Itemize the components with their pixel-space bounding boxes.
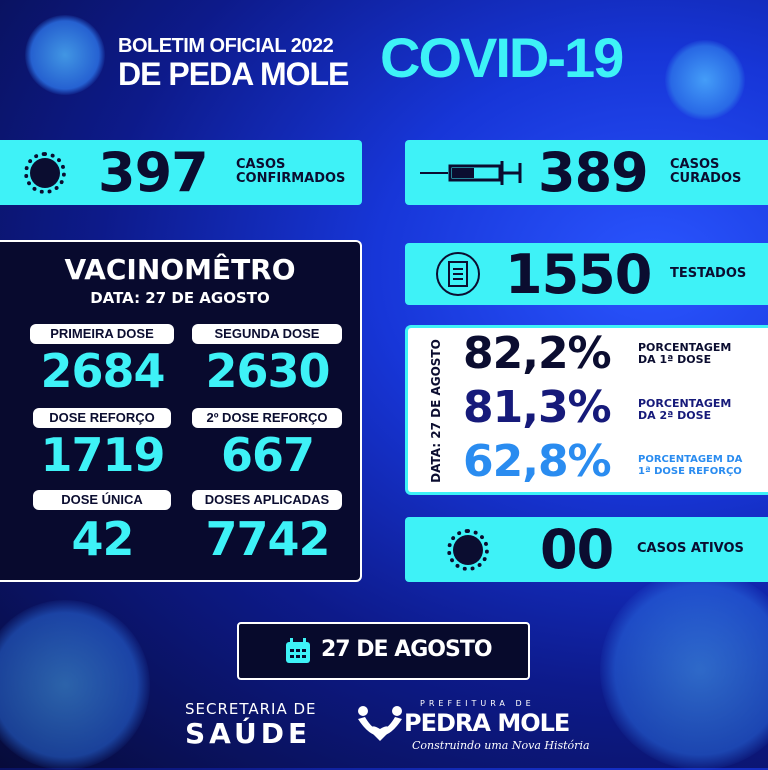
label-line: DA 1ª DOSE xyxy=(638,353,712,366)
date-badge: 27 DE AGOSTO xyxy=(237,622,530,680)
header-line1: BOLETIM OFICIAL 2022 xyxy=(118,35,334,57)
first-dose-percentage: 82,2% xyxy=(463,328,612,379)
page-title: COVID-19 xyxy=(380,26,624,89)
syringe-icon xyxy=(420,161,522,185)
label-line: 1ª DOSE REFORÇO xyxy=(638,466,742,477)
vaccinometer-panel: VACINOMÊTRO DATA: 27 DE AGOSTO PRIMEIRA … xyxy=(0,240,362,582)
prefeitura-label: PREFEITURA DE xyxy=(420,699,535,708)
clipboard-icon xyxy=(436,252,480,296)
booster-percentage-label: PORCENTAGEM DA 1ª DOSE REFORÇO xyxy=(638,454,742,478)
city-name: PEDRA MOLE xyxy=(404,709,570,737)
confirmed-label2: CONFIRMADOS xyxy=(236,171,346,186)
secretaria-line2: SAÚDE xyxy=(185,717,312,750)
tested-label: TESTADOS xyxy=(670,266,747,281)
virus-icon xyxy=(24,152,66,194)
label-line: PORCENTAGEM xyxy=(638,341,732,354)
label-line: DA 2ª DOSE xyxy=(638,409,712,422)
booster-dose-label: DOSE REFORÇO xyxy=(33,408,171,428)
slogan: Construindo uma Nova História xyxy=(412,739,590,752)
booster-percentage: 62,8% xyxy=(463,436,612,487)
first-dose-value: 2684 xyxy=(40,344,165,398)
cured-label2: CURADOS xyxy=(670,171,742,186)
header-line2: DE PEDA MOLE xyxy=(118,56,349,92)
label-line: PORCENTAGEM xyxy=(638,397,732,410)
single-dose-label: DOSE ÚNICA xyxy=(33,490,171,510)
second-booster-value: 667 xyxy=(220,428,315,482)
active-cases-card: 00 CASOS ATIVOS xyxy=(405,517,768,582)
date-badge-text: 27 DE AGOSTO xyxy=(321,637,493,662)
second-dose-label: SEGUNDA DOSE xyxy=(192,324,342,344)
tested-card: 1550 TESTADOS xyxy=(405,243,768,305)
vaccinometer-date: DATA: 27 DE AGOSTO xyxy=(90,289,270,307)
percentages-date: DATA: 27 DE AGOSTO xyxy=(429,339,443,483)
cured-cases-card: 389 CASOS CURADOS xyxy=(405,140,768,205)
second-dose-percentage: 81,3% xyxy=(463,382,612,433)
active-label: CASOS ATIVOS xyxy=(637,541,744,556)
booster-dose-value: 1719 xyxy=(40,428,165,482)
virus-icon xyxy=(447,529,489,571)
confirmed-cases-card: 397 CASOS CONFIRMADOS xyxy=(0,140,362,205)
calendar-icon xyxy=(286,638,310,663)
active-value: 00 xyxy=(540,518,614,581)
doses-applied-label: DOSES APLICADAS xyxy=(192,490,342,510)
confirmed-label1: CASOS xyxy=(236,157,286,172)
tested-value: 1550 xyxy=(505,243,652,306)
second-booster-label: 2º DOSE REFORÇO xyxy=(192,408,342,428)
secretaria-line1: SECRETARIA DE xyxy=(185,700,317,718)
second-dose-percentage-label: PORCENTAGEM DA 2ª DOSE xyxy=(638,398,731,422)
virus-decoration-icon xyxy=(600,570,768,770)
cured-label1: CASOS xyxy=(670,157,720,172)
virus-decoration-icon xyxy=(665,40,745,120)
doses-applied-value: 7742 xyxy=(205,512,330,566)
vaccination-percentages-panel: DATA: 27 DE AGOSTO 82,2% PORCENTAGEM DA 1… xyxy=(405,325,768,495)
label-line: PORCENTAGEM DA xyxy=(638,454,743,465)
single-dose-value: 42 xyxy=(71,512,134,566)
virus-decoration-icon xyxy=(25,15,105,95)
virus-decoration-icon xyxy=(0,600,150,770)
prefeitura-logo-icon xyxy=(358,706,402,741)
cured-value: 389 xyxy=(538,141,649,204)
confirmed-value: 397 xyxy=(98,141,209,204)
first-dose-percentage-label: PORCENTAGEM DA 1ª DOSE xyxy=(638,342,731,366)
first-dose-label: PRIMEIRA DOSE xyxy=(30,324,174,344)
vaccinometer-title: VACINOMÊTRO xyxy=(64,253,296,286)
second-dose-value: 2630 xyxy=(205,344,330,398)
